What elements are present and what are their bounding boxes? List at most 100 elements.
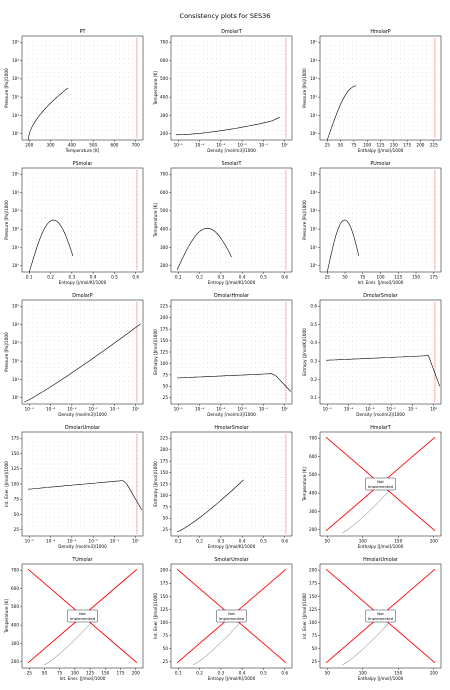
x-tick-label: 75 <box>360 275 366 280</box>
y-tick-label: 200 <box>160 568 168 573</box>
saturation-curve <box>342 490 390 533</box>
x-tick-label: 25 <box>325 143 331 148</box>
x-tick-label: 10⁻⁵ <box>174 143 184 148</box>
x-axis-label: Entropy [J/mol/K]/1000 <box>208 544 256 549</box>
x-tick-label: 0.6 <box>132 275 139 280</box>
y-axis-label: Pressure [Pa]/1000 <box>302 68 307 108</box>
y-axis-label: Temperature [K] <box>4 599 9 634</box>
x-tick-label: 50 <box>338 143 344 148</box>
plot-area <box>24 302 141 403</box>
saturation-curve <box>342 622 390 665</box>
y-tick-label: 700 <box>309 436 317 441</box>
y-tick-label: 0.1 <box>310 395 317 400</box>
y-tick-label: 150 <box>11 451 19 456</box>
panel-pt: PT 200 300 400 500 600 700 10⁰ 10¹ 10² 10³ 10⁴ 10⁵ Te… <box>4 29 144 153</box>
panel-psmolar: PSmolar 0.1 0.2 0.3 0.4 0.5 0.6 10⁰ 10¹ 10² 10³ 10⁴… <box>4 161 144 285</box>
y-tick-label: 10⁵ <box>12 40 19 45</box>
x-tick-label: 10⁰ <box>132 539 139 544</box>
x-tick-label: 10⁻⁴ <box>344 407 354 412</box>
plot-frame <box>170 431 293 537</box>
x-tick-label: 200 <box>430 539 438 544</box>
x-tick-label: 10⁻¹ <box>408 407 418 412</box>
y-tick-label: 100 <box>11 481 19 486</box>
x-tick-label: 0.4 <box>239 671 246 676</box>
x-tick-label: 125 <box>86 671 94 676</box>
not-implemented-label: Implemented <box>368 616 394 621</box>
panel-dmolarhmolar: DmolarHmolar 10⁻⁵ 10⁻⁴ 10⁻³ 10⁻² 10⁻¹ 10⁰ 25 50 7… <box>153 293 293 417</box>
not-implemented-box <box>365 477 396 491</box>
y-tick-label: 10³ <box>12 340 19 345</box>
x-tick-label: 10⁻³ <box>216 407 226 412</box>
y-tick-label: 200 <box>160 315 168 320</box>
x-tick-label: 0.1 <box>175 539 182 544</box>
x-tick-label: 50 <box>325 539 331 544</box>
y-tick-label: 75 <box>14 497 20 502</box>
x-tick-label: 25 <box>27 671 33 676</box>
y-tick-label: 600 <box>309 454 317 459</box>
panel-title: DmolarT <box>221 29 242 35</box>
y-tick-label: 400 <box>11 623 19 628</box>
x-tick-label: 10⁰ <box>281 407 288 412</box>
saturation-curve <box>176 227 232 271</box>
panel-title: HmolarT <box>370 425 390 431</box>
y-tick-label: 125 <box>11 466 19 471</box>
panel-title: SmolarT <box>222 161 242 167</box>
x-tick-label: 10⁻⁴ <box>195 143 205 148</box>
y-tick-label: 500 <box>160 76 168 81</box>
saturation-curve <box>177 373 292 392</box>
plot-frame <box>170 35 293 141</box>
panel-dmolarsmolar: DmolarSmolar 10⁻⁵ 10⁻⁴ 10⁻³ 10⁻² 10⁻¹ 10⁰ 0.1 0.… <box>302 293 442 417</box>
x-tick-label: 10⁻⁴ <box>46 539 56 544</box>
y-tick-label: 10¹ <box>12 113 19 118</box>
y-tick-label: 75 <box>312 633 318 638</box>
y-tick-label: 10² <box>12 95 19 100</box>
panel-hmolarsmolar: HmolarSmolar 0.1 0.2 0.3 0.4 0.5 0.6 25 50 75 100 1… <box>153 425 293 549</box>
y-tick-label: 125 <box>160 481 168 486</box>
x-tick-label: 0.6 <box>281 671 288 676</box>
panel-dmolart: DmolarT 10⁻⁵ 10⁻⁴ 10⁻³ 10⁻² 10⁻¹ 10⁰ 200 300 400 5… <box>153 29 293 153</box>
y-tick-label: 10⁴ <box>310 58 317 63</box>
x-tick-label: 0.4 <box>90 275 97 280</box>
y-tick-label: 10¹ <box>12 245 19 250</box>
y-tick-label: 300 <box>309 509 317 514</box>
panel-hmolarumolar: HmolarUmolar 50 100 150 200 25 50 75 100 125 150 17… <box>302 557 442 681</box>
y-tick-label: 500 <box>309 472 317 477</box>
y-axis-label: Temperature [K] <box>153 203 158 238</box>
x-tick-label: 200 <box>430 671 438 676</box>
x-tick-label: 10⁻² <box>238 407 248 412</box>
x-tick-label: 10⁻⁴ <box>195 407 205 412</box>
panel-title: SmolarUmolar <box>214 557 248 563</box>
saturation-curve <box>44 622 92 665</box>
x-tick-label: 10⁻² <box>89 407 99 412</box>
y-tick-label: 150 <box>160 594 168 599</box>
plot-frame <box>319 299 442 405</box>
x-tick-label: 0.2 <box>196 539 203 544</box>
x-tick-label: 10⁰ <box>430 407 437 412</box>
x-axis-label: Temperature [K] <box>65 148 100 153</box>
x-tick-label: 10⁻⁴ <box>46 407 56 412</box>
x-tick-label: 10⁻¹ <box>259 407 269 412</box>
y-axis-label: Int. Ener. [J/mol]/1000 <box>153 593 158 639</box>
saturation-curve <box>327 85 357 140</box>
plot-area <box>177 302 292 402</box>
x-tick-label: 10⁻⁵ <box>25 539 35 544</box>
y-tick-label: 10⁰ <box>310 131 317 136</box>
x-tick-label: 500 <box>89 143 97 148</box>
y-tick-label: 25 <box>14 527 20 532</box>
x-tick-label: 100 <box>377 275 385 280</box>
plot-area <box>326 38 436 140</box>
y-tick-label: 0.6 <box>310 304 317 309</box>
x-tick-label: 10⁻² <box>89 539 99 544</box>
y-tick-label: 225 <box>160 304 168 309</box>
plot-area <box>326 302 441 402</box>
x-tick-label: 225 <box>430 143 438 148</box>
x-tick-label: 0.1 <box>175 671 182 676</box>
y-tick-label: 600 <box>11 586 19 591</box>
x-tick-label: 0.5 <box>260 275 267 280</box>
plot-area <box>27 38 138 140</box>
y-tick-label: 10³ <box>12 208 19 213</box>
x-tick-label: 10⁻³ <box>216 143 226 148</box>
x-axis-label: Density [mol/m3]/1000 <box>207 412 256 417</box>
x-tick-label: 0.2 <box>47 275 54 280</box>
y-tick-label: 150 <box>309 594 317 599</box>
